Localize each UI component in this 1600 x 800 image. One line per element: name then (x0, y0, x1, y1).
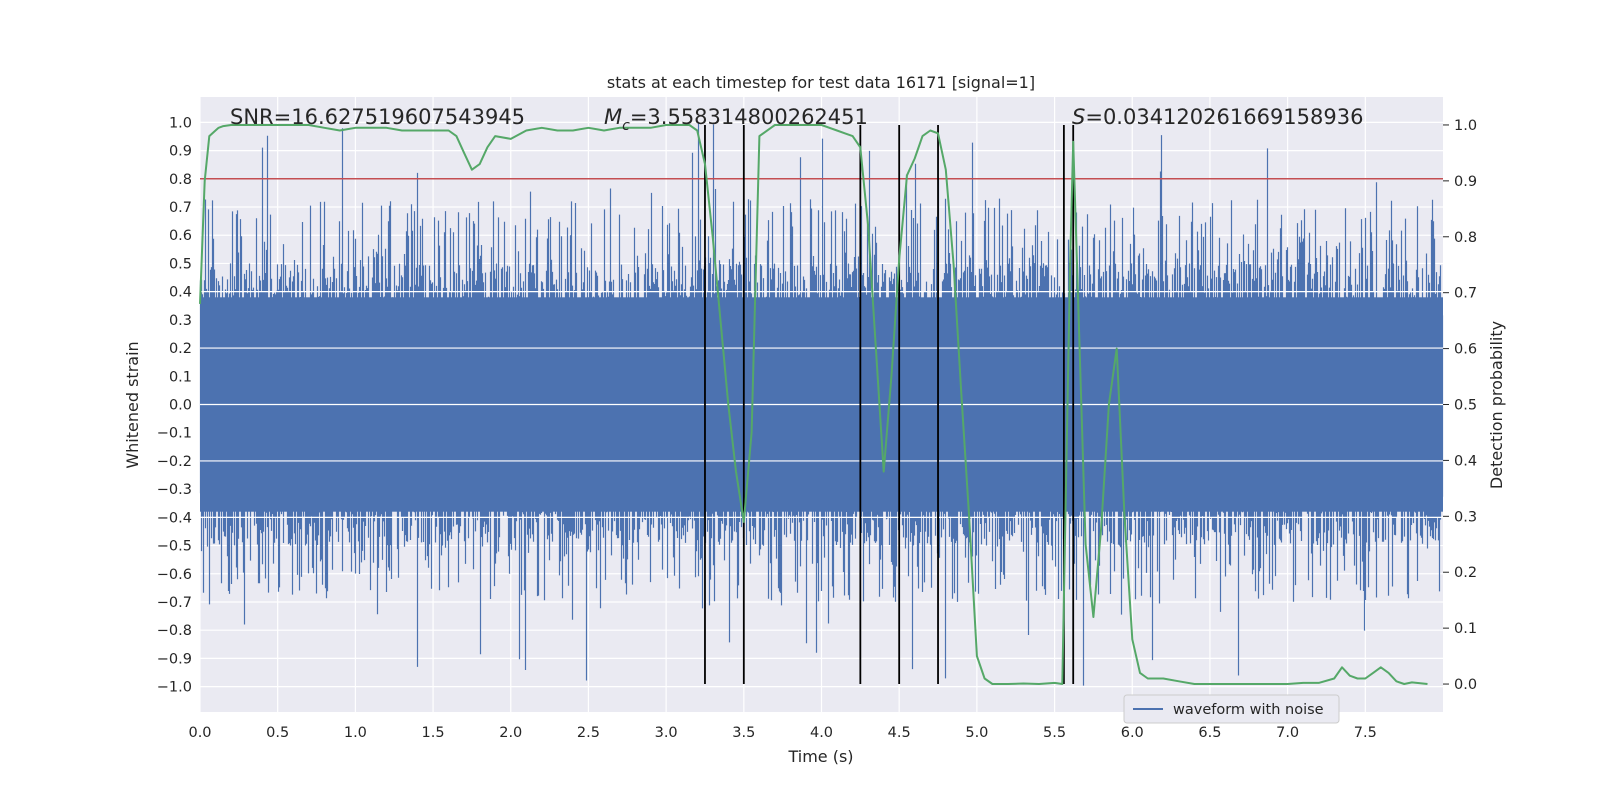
left-tick-label: −0.2 (157, 454, 192, 470)
left-tick-label: 0.6 (169, 228, 192, 244)
left-tick-label: −0.5 (157, 539, 192, 555)
left-tick-label: −0.4 (157, 510, 192, 526)
probability-line (199, 124, 1428, 685)
x-tick-label: 1.5 (422, 725, 445, 741)
x-tick-label: 0.5 (266, 725, 289, 741)
chirp-mass-value: =3.558314800262451 (630, 105, 868, 129)
right-tick-label: 0.2 (1454, 565, 1477, 581)
x-tick-label: 1.0 (344, 725, 367, 741)
x-tick-label: 5.5 (1043, 725, 1066, 741)
x-axis-label: Time (s) (787, 747, 853, 766)
x-tick-label: 4.5 (888, 725, 911, 741)
s-symbol: S (1072, 105, 1085, 129)
s-value: =0.034120261669158936 (1085, 105, 1363, 129)
left-tick-label: 0.9 (169, 144, 192, 160)
right-tick-label: 0.1 (1454, 621, 1477, 637)
x-tick-label: 6.5 (1198, 725, 1221, 741)
x-tick-label: 3.0 (655, 725, 678, 741)
s-annotation: S=0.034120261669158936 (1072, 105, 1363, 129)
x-axis-ticks: 0.0 0.5 1.0 1.5 2.0 2.5 3.0 3.5 4.0 4.5 5.0 5.5 6.0 6… (188, 725, 1376, 741)
chirp-mass-annotation: Mc=3.558314800262451 (604, 105, 868, 134)
right-tick-label: 0.5 (1454, 398, 1477, 414)
chirp-mass-subscript: c (622, 118, 630, 134)
right-tick-label: 0.3 (1454, 509, 1477, 525)
x-tick-label: 0.0 (188, 725, 211, 741)
right-tick-label: 0.0 (1454, 677, 1477, 693)
right-tick-label: 0.7 (1454, 286, 1477, 302)
left-tick-label: −0.7 (157, 595, 192, 611)
right-tick-label: 0.9 (1454, 174, 1477, 190)
right-axis-ticks: 0.0 0.1 0.2 0.3 0.4 0.5 0.6 0.7 0.8 0.9 1.0 (1443, 118, 1477, 693)
right-tick-label: 0.8 (1454, 230, 1477, 246)
left-tick-label: −0.6 (157, 567, 192, 583)
right-axis-label: Detection probability (1487, 321, 1506, 489)
x-tick-label: 7.5 (1354, 725, 1377, 741)
left-tick-label: 0.4 (169, 285, 192, 301)
x-tick-label: 2.5 (577, 725, 600, 741)
chart-title: stats at each timestep for test data 161… (607, 73, 1035, 92)
left-tick-label: 0.2 (169, 341, 192, 357)
left-axis-ticks: −1.0 −0.9 −0.8 −0.7 −0.6 −0.5 −0.4 −0.3 −0.2 −0.1… (157, 115, 192, 695)
left-tick-label: −1.0 (157, 680, 192, 696)
x-tick-label: 6.0 (1121, 725, 1144, 741)
left-tick-label: 0.0 (169, 398, 192, 414)
left-tick-label: −0.1 (157, 426, 192, 442)
legend: waveform with noise (1123, 694, 1340, 724)
x-tick-label: 7.0 (1276, 725, 1299, 741)
left-tick-label: 1.0 (169, 115, 192, 131)
right-tick-label: 0.6 (1454, 342, 1477, 358)
x-tick-label: 5.0 (965, 725, 988, 741)
right-tick-label: 0.4 (1454, 453, 1477, 469)
left-tick-label: 0.5 (169, 256, 192, 272)
left-tick-label: −0.8 (157, 623, 192, 639)
left-tick-label: 0.1 (169, 369, 192, 385)
x-tick-label: 2.0 (499, 725, 522, 741)
waveform-series (199, 123, 1444, 686)
left-tick-label: 0.8 (169, 172, 192, 188)
left-tick-label: 0.3 (169, 313, 192, 329)
legend-label: waveform with noise (1173, 702, 1324, 718)
x-tick-label: 3.5 (732, 725, 755, 741)
left-tick-label: −0.3 (157, 482, 192, 498)
left-tick-label: 0.7 (169, 200, 192, 216)
right-tick-label: 1.0 (1454, 118, 1477, 134)
left-axis-label: Whitened strain (123, 341, 142, 468)
legend-box (1123, 694, 1340, 724)
left-tick-label: −0.9 (157, 651, 192, 667)
chirp-mass-symbol: M (604, 105, 622, 129)
probability-series-group (199, 124, 1428, 685)
x-tick-label: 4.0 (810, 725, 833, 741)
snr-annotation: SNR=16.627519607543945 (230, 105, 525, 129)
